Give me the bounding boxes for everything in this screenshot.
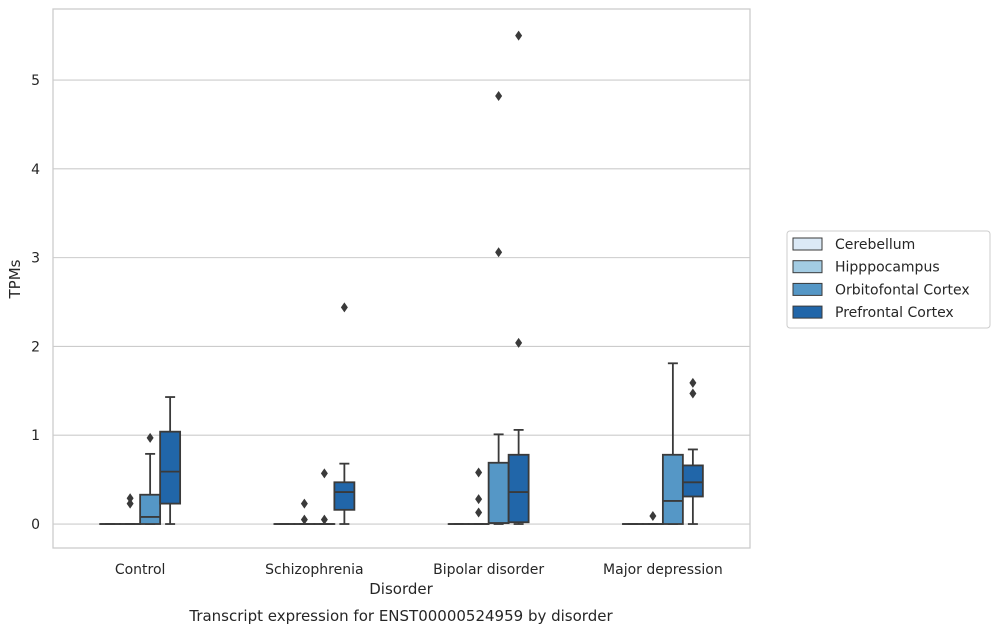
x-tick-labels: Control Schizophrenia Bipolar disorder Majo… [115,562,723,578]
x-tick-label: Bipolar disorder [433,562,544,578]
outlier-point [340,302,348,313]
outlier-point [515,337,523,348]
outlier-point [689,388,697,399]
x-axis-label: Disorder [369,580,433,598]
box [661,362,684,525]
outliers [126,30,697,525]
box [507,428,530,525]
outlier-point [320,514,328,525]
outlier-point [515,30,523,41]
outlier-point [475,507,483,518]
box [159,396,182,525]
y-axis-label: TPMs [6,259,24,299]
chart-caption: Transcript expression for ENST0000052495… [188,607,613,625]
box-body [159,430,182,505]
gridlines [53,79,750,525]
boxes [99,362,704,525]
box-body [487,461,510,525]
outlier-point [300,498,308,509]
outlier-point [300,514,308,525]
legend-frame [786,230,991,329]
outlier-point [320,468,328,479]
legend-swatch [792,237,823,251]
legend-swatch [792,260,823,274]
x-tick-label: Major depression [603,562,723,578]
legend-swatch [792,282,823,296]
box-body [139,493,162,525]
x-tick-label: Control [115,562,166,578]
legend-label: Cerebellum [835,237,915,253]
outlier-point [126,493,134,504]
box [487,433,510,525]
outlier-point [495,91,503,102]
outlier-point [649,511,657,522]
y-tick-label: 4 [31,162,40,178]
box [333,462,356,525]
y-tick-label: 1 [31,428,40,444]
legend-label: Orbitofontal Cortex [835,282,970,298]
legend: Cerebellum Hipppocampus Orbitofontal Corte… [786,230,991,329]
x-tick-label: Schizophrenia [265,562,363,578]
box-body [661,453,684,525]
y-tick-label: 3 [31,251,40,267]
legend-label: Prefrontal Cortex [835,305,954,321]
y-tick-label: 0 [31,517,40,533]
box-body [681,464,704,498]
outlier-point [475,467,483,478]
outlier-point [146,432,154,443]
legend-label: Hipppocampus [835,260,940,276]
y-tick-label: 5 [31,73,40,89]
legend-swatch [792,305,823,319]
y-tick-label: 2 [31,339,40,355]
box [139,452,162,525]
box-body [507,453,530,524]
outlier-point [475,494,483,505]
box [681,448,704,525]
outlier-point [495,247,503,258]
y-tick-labels: 0 1 2 3 4 5 [31,73,40,533]
plot-frame [52,8,751,549]
outlier-point [689,377,697,388]
outlier-point [126,498,134,509]
box-body [333,481,356,511]
